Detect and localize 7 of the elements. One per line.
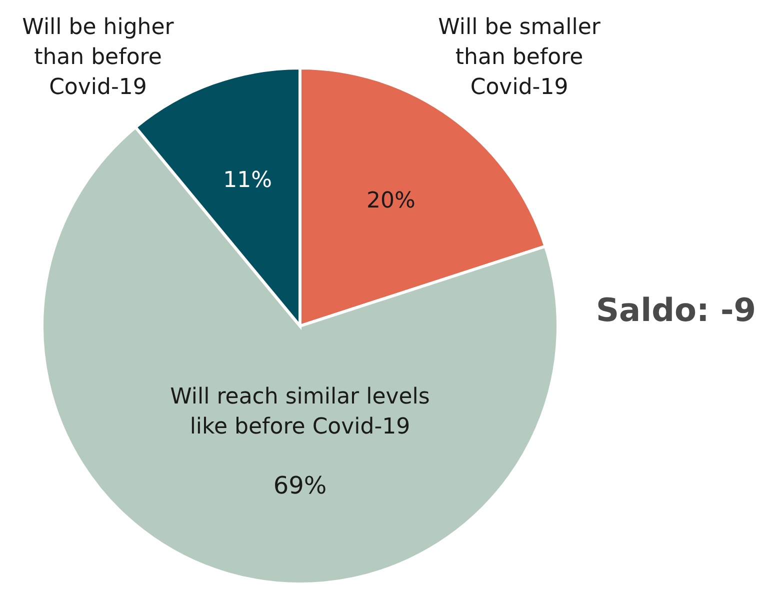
- data-label: 69%: [273, 471, 327, 500]
- data-label: 20%: [366, 188, 416, 214]
- text: Saldo: -9: [596, 291, 756, 329]
- slice-label: Will be smaller than before Covid-19: [438, 15, 602, 100]
- slice-label: Will reach similar levels like before Covid-19: [170, 384, 430, 440]
- data-label: 11%: [223, 168, 272, 193]
- slice-label: Will be higher than before Covid-19: [22, 15, 175, 100]
